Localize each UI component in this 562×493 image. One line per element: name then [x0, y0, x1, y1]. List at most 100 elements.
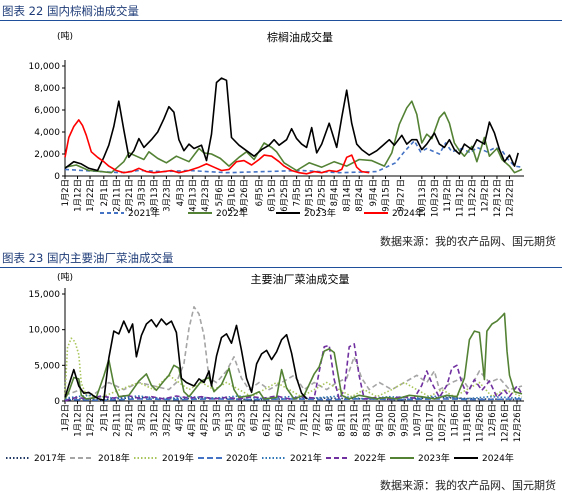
x-tick-label: 3月22日 — [161, 404, 171, 437]
figure-23-caption: 图表 23 国内主要油厂菜油成交量 — [2, 251, 174, 265]
x-tick-label: 4月22日 — [199, 404, 209, 437]
x-tick-label: 3月23日 — [161, 179, 171, 212]
x-tick-label: 9月30日 — [399, 404, 409, 437]
x-tick-label: 11月16日 — [462, 404, 472, 442]
legend-label: 2022年 — [216, 207, 248, 219]
x-tick-label: 5月26日 — [239, 179, 249, 212]
series-line-2018年 — [64, 305, 523, 397]
x-tick-label: 6月25日 — [279, 179, 289, 212]
x-tick-label: 12月12日 — [492, 179, 502, 217]
y-tick-label: 8,000 — [34, 84, 60, 94]
series-line-2024年 — [64, 318, 308, 402]
legend-label: 2020年 — [226, 452, 258, 464]
x-tick-label: 4月2日 — [174, 404, 184, 431]
x-tick-label: 9月27日 — [396, 179, 406, 212]
x-tick-label: 2月21日 — [124, 404, 134, 437]
x-tick-label: 6月12日 — [262, 404, 272, 437]
x-tick-label: 5月6日 — [214, 179, 224, 206]
series-line-2020年 — [64, 398, 523, 402]
x-tick-label: 6月15日 — [267, 179, 277, 212]
y-tick-label: 4,000 — [34, 128, 60, 138]
x-tick-label: 9月15日 — [381, 179, 391, 212]
x-tick-label: 4月23日 — [200, 179, 210, 212]
series-line-2023年 — [64, 312, 523, 400]
x-tick-label: 8月4日 — [329, 179, 339, 206]
x-tick-label: 8月11日 — [337, 404, 347, 437]
x-tick-label: 10月7日 — [412, 404, 422, 437]
x-tick-label: 6月22日 — [274, 404, 284, 437]
x-tick-label: 3月12日 — [149, 404, 159, 437]
legend-label: 2023年 — [304, 207, 336, 219]
x-tick-label: 8月21日 — [349, 404, 359, 437]
figure-23-source: 数据来源：我的农产品网、国元期货 — [380, 479, 556, 492]
x-tick-label: 8月14日 — [342, 179, 352, 212]
series-line-2023年 — [64, 77, 519, 172]
x-tick-label: 7月12日 — [299, 404, 309, 437]
x-tick-label: 1月12日 — [73, 404, 83, 437]
x-tick-label: 7月2日 — [287, 404, 297, 431]
legend-label: 2018年 — [98, 452, 130, 464]
y-tick-label: 6,000 — [34, 106, 60, 116]
x-tick-label: 9月20日 — [387, 404, 397, 437]
series-line-2022年 — [64, 100, 523, 174]
x-tick-label: 12月22日 — [504, 179, 514, 217]
x-tick-label: 12月2日 — [479, 179, 489, 212]
x-tick-label: 7月5日 — [292, 179, 302, 206]
x-tick-label: 2月11日 — [111, 179, 121, 212]
x-tick-label: 8月24日 — [354, 179, 364, 212]
y-axis-unit: (吨) — [57, 271, 73, 283]
x-tick-label: 1月2日 — [60, 179, 70, 206]
x-tick-label: 5月23日 — [237, 404, 247, 437]
x-tick-label: 10月23日 — [429, 179, 439, 217]
x-tick-label: 11月2日 — [442, 179, 452, 212]
x-tick-label: 11月22日 — [467, 179, 477, 217]
x-tick-label: 3月2日 — [136, 404, 146, 431]
x-tick-label: 12月6日 — [487, 404, 497, 437]
series-line-2024年 — [64, 119, 370, 175]
legend-label: 2022年 — [354, 452, 386, 464]
x-tick-label: 12月16日 — [499, 404, 509, 442]
x-tick-label: 4月3日 — [175, 179, 185, 206]
x-tick-label: 9月4日 — [368, 179, 378, 206]
series-line-2021年 — [64, 394, 523, 400]
x-tick-label: 8月1日 — [324, 404, 334, 431]
x-tick-label: 4月13日 — [188, 179, 198, 212]
legend-label: 2024年 — [392, 207, 424, 219]
x-tick-label: 8月31日 — [362, 404, 372, 437]
x-tick-label: 5月16日 — [227, 179, 237, 212]
x-tick-label: 6月2日 — [249, 404, 259, 431]
palm-oil-volume-chart: 棕榈油成交量 (吨) 0 2,000 4,000 6,000 8,000 10,000 1月2日… — [29, 30, 524, 219]
y-tick-label: 10,000 — [29, 62, 61, 72]
x-tick-label: 2月1日 — [99, 179, 109, 206]
x-tick-label: 1月22日 — [85, 404, 95, 437]
legend-label: 2024年 — [482, 452, 514, 464]
x-tick-label: 3月3日 — [136, 179, 146, 206]
figure-22-caption: 图表 22 国内棕榈油成交量 — [2, 4, 139, 18]
x-tick-label: 1月22日 — [85, 179, 95, 212]
x-tick-label: 7月22日 — [312, 404, 322, 437]
legend-label: 2017年 — [34, 452, 66, 464]
y-axis-unit: (吨) — [57, 30, 73, 42]
x-tick-label: 4月12日 — [186, 404, 196, 437]
chart-title: 主要油厂菜油成交量 — [251, 272, 350, 286]
x-tick-label: 10月13日 — [417, 179, 427, 217]
y-tick-label: 2,000 — [34, 150, 60, 160]
x-tick-label: 11月6日 — [449, 404, 459, 437]
x-tick-label: 10月17日 — [424, 404, 434, 442]
x-tick-label: 2月21日 — [124, 179, 134, 212]
x-tick-label: 7月25日 — [317, 179, 327, 212]
y-tick-label: 0 — [54, 172, 60, 182]
x-tick-label: 2月11日 — [111, 404, 121, 437]
x-tick-label: 7月15日 — [304, 179, 314, 212]
x-tick-label: 1月12日 — [73, 179, 83, 212]
y-tick-label: 15,000 — [29, 290, 61, 300]
x-tick-label: 5月3日 — [211, 404, 221, 431]
x-tick-label: 2月1日 — [99, 404, 109, 431]
legend-label: 2023年 — [418, 452, 450, 464]
chart-title: 棕榈油成交量 — [267, 30, 333, 44]
x-tick-label: 11月26日 — [474, 404, 484, 442]
y-tick-label: 5,000 — [34, 361, 60, 371]
y-tick-label: 10,000 — [29, 326, 61, 336]
x-tick-label: 10月27日 — [437, 404, 447, 442]
